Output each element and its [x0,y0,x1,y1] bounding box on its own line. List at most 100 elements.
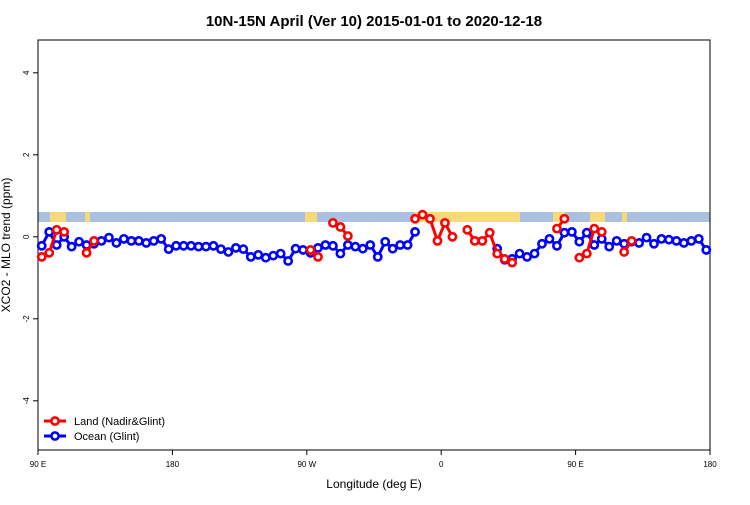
data-point [581,227,592,238]
data-point [118,233,129,244]
data-point [208,240,219,251]
data-point [193,241,204,252]
data-point [51,224,62,235]
data-point [305,245,316,255]
data-point [410,213,420,224]
data-point [425,213,435,224]
data-point [559,213,570,224]
data-point [268,250,279,261]
data-point [410,226,420,237]
data-point [552,223,562,234]
data-point [66,241,77,252]
series [36,209,637,268]
data-point [678,238,689,248]
data-point [574,236,585,247]
data-point [589,223,600,234]
data-point [74,236,84,247]
data-point [664,234,674,245]
data-point [283,256,294,266]
data-point [238,244,249,254]
data-point [596,226,607,237]
legend: Land (Nadir&Glint) Ocean (Glint) [44,416,165,443]
data-point [395,240,406,250]
data-point [216,244,226,254]
data-point [298,245,308,255]
data-point [626,235,637,246]
data-point [492,248,503,259]
data-point [111,238,122,248]
land-patch [50,212,66,222]
x-tick-label: 0 [439,460,444,469]
data-point [477,235,488,246]
legend-marker [50,416,60,426]
y-tick-label: -2 [22,315,31,323]
data-point [522,251,532,262]
data-point [342,240,353,250]
data-point [223,247,234,257]
data-point [253,249,264,260]
data-point [36,251,47,262]
x-axis-label: Longitude (deg E) [326,477,421,491]
data-point [671,235,682,246]
data-point [417,209,428,220]
x-tick-label: 90 E [30,460,46,469]
land-patch [85,212,90,222]
x-tick-label: 90 E [567,460,583,469]
land-patch [553,212,565,222]
data-point [171,240,182,251]
data-point [566,226,577,237]
data-point [372,251,383,262]
data-point [141,238,152,248]
data-point [574,252,585,263]
data-point [447,231,458,242]
legend-marker [50,431,60,441]
data-point [104,232,114,243]
ocean-band [38,212,710,222]
data-point [156,233,167,244]
data-point [484,227,495,238]
data-point [552,240,562,251]
data-point [44,247,55,258]
data-point [544,233,555,244]
y-tick-label: 0 [22,234,31,239]
data-point [328,240,338,251]
data-point [634,238,644,248]
data-point [559,227,570,238]
surface-band [38,212,710,222]
data-point [148,235,159,246]
data-point [245,251,256,262]
x-tick-label: 180 [703,460,717,469]
data-point [89,235,99,246]
data-point [514,248,525,259]
data-point [178,240,189,251]
data-point [320,240,331,250]
data-point [462,224,473,235]
data-point [275,248,286,259]
data-point [440,217,450,228]
data-point [328,217,338,228]
data-point [380,236,391,247]
land-patch [415,212,520,222]
data-point [81,247,92,258]
legend-label: Land (Nadir&Glint) [74,416,165,428]
data-point [649,238,659,249]
data-point [290,243,301,254]
data-point [432,235,443,246]
land-patch [622,212,627,222]
data-point [230,242,241,253]
data-point [313,242,323,253]
data-point [619,247,630,257]
data-point [402,240,413,250]
data-point [335,222,346,232]
data-point [387,243,398,254]
data-point [604,241,615,252]
data-point [589,240,600,250]
data-point [44,226,55,237]
data-point [186,240,196,251]
data-point [357,243,368,254]
data-point [163,244,174,254]
y-tick-label: -4 [22,397,31,405]
data-point [581,248,592,259]
